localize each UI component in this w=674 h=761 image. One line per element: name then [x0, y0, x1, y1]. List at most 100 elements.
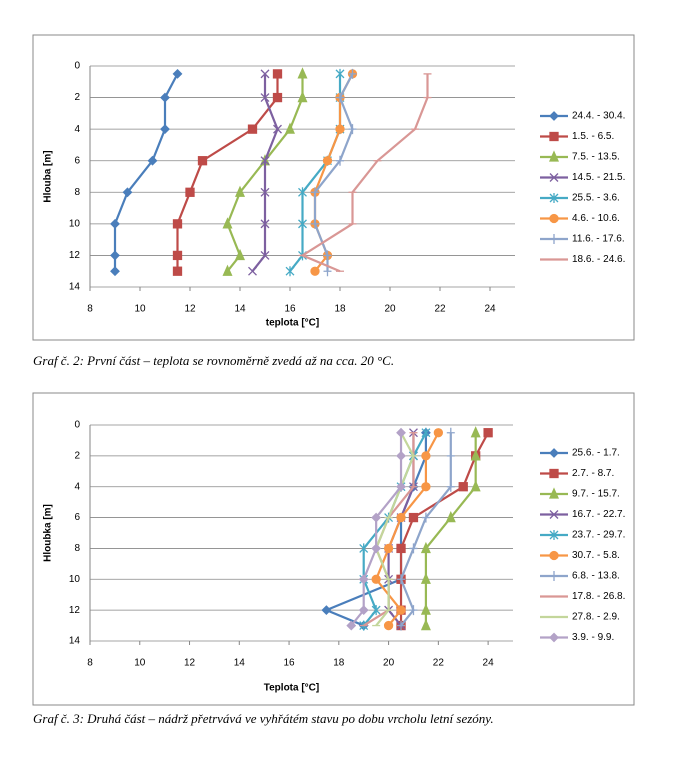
marker — [260, 250, 270, 260]
marker — [298, 218, 307, 229]
legend-label: 7.5. - 13.5. — [572, 152, 620, 163]
marker — [549, 510, 559, 519]
marker — [549, 111, 559, 121]
legend-label: 25.5. - 3.6. — [572, 193, 620, 204]
marker — [110, 266, 120, 277]
marker — [396, 450, 406, 461]
y-tick-label: 8 — [74, 543, 80, 554]
y-tick-label: 0 — [74, 61, 80, 72]
legend-label: 6.8. - 13.8. — [572, 571, 620, 582]
marker — [359, 543, 369, 554]
marker — [348, 124, 357, 135]
marker — [348, 68, 357, 79]
legend-label: 24.4. - 30.4. — [572, 111, 625, 122]
series-line — [313, 73, 354, 272]
series-line — [374, 432, 415, 627]
series-line — [362, 432, 427, 627]
x-tick-label: 18 — [334, 304, 346, 315]
marker — [421, 427, 431, 438]
marker — [197, 156, 208, 166]
marker — [310, 266, 320, 276]
y-tick-label: 2 — [74, 450, 80, 461]
marker — [272, 69, 283, 79]
marker — [549, 530, 559, 540]
x-tick-label: 14 — [234, 304, 246, 315]
marker — [549, 550, 559, 561]
caption: Graf č. 3: Druhá část – nádrž přetrvává … — [33, 711, 494, 726]
y-tick-label: 12 — [69, 605, 81, 616]
marker — [323, 250, 332, 261]
marker — [335, 68, 345, 79]
marker — [548, 150, 560, 162]
legend-label: 11.6. - 17.6. — [572, 234, 625, 245]
series-line — [251, 73, 279, 272]
series-line — [300, 73, 429, 273]
marker — [421, 512, 430, 523]
marker — [396, 512, 406, 523]
marker — [383, 620, 394, 631]
marker — [549, 213, 559, 224]
y-tick-label: 10 — [69, 574, 81, 585]
y-tick-label: 2 — [74, 92, 80, 103]
marker — [358, 605, 369, 616]
marker — [323, 266, 332, 277]
marker — [284, 122, 296, 134]
marker — [297, 67, 308, 79]
marker — [172, 266, 183, 276]
y-tick-label: 10 — [69, 218, 81, 229]
x-tick-label: 8 — [87, 658, 93, 669]
y-tick-label: 12 — [69, 250, 81, 261]
marker — [421, 451, 431, 461]
marker — [346, 620, 357, 631]
x-tick-label: 24 — [483, 658, 495, 669]
y-tick-label: 6 — [74, 512, 80, 523]
legend-label: 25.6. - 1.7. — [572, 448, 620, 459]
marker — [185, 187, 195, 197]
series-line — [176, 73, 279, 272]
marker — [409, 543, 418, 554]
legend-label: 1.5. - 6.5. — [572, 131, 614, 142]
y-axis-title: Hlouba [m] — [43, 150, 54, 202]
legend-label: 14.5. - 21.5. — [572, 172, 625, 183]
marker — [172, 250, 183, 261]
marker — [470, 449, 481, 461]
marker — [260, 219, 270, 229]
marker — [297, 90, 308, 103]
x-tick-label: 24 — [484, 304, 496, 315]
marker — [311, 218, 319, 229]
marker — [260, 156, 270, 166]
legend-label: 4.6. - 10.6. — [572, 213, 620, 224]
x-tick-label: 8 — [87, 304, 93, 315]
marker — [358, 574, 369, 585]
marker — [247, 124, 258, 134]
caption: Graf č. 2: První část – teplota se rovno… — [33, 353, 394, 368]
y-tick-label: 14 — [69, 636, 81, 647]
marker — [549, 632, 559, 643]
legend-label: 17.8. - 26.8. — [572, 591, 625, 602]
x-tick-label: 20 — [384, 304, 396, 315]
marker — [550, 234, 558, 244]
series-line — [399, 432, 452, 627]
x-tick-label: 18 — [333, 658, 345, 669]
x-tick-label: 10 — [134, 304, 146, 315]
legend-label: 30.7. - 5.8. — [572, 550, 620, 561]
marker — [260, 69, 270, 79]
marker — [248, 266, 257, 276]
marker — [446, 450, 455, 461]
series-line — [226, 73, 304, 272]
x-tick-label: 20 — [383, 658, 395, 669]
marker — [234, 185, 246, 197]
legend-label: 23.7. - 29.7. — [572, 530, 625, 541]
marker — [321, 605, 332, 616]
marker — [549, 131, 559, 142]
y-tick-label: 0 — [74, 420, 80, 431]
marker — [172, 219, 183, 229]
legend-label: 2.7. - 8.7. — [572, 468, 614, 479]
marker — [272, 92, 283, 103]
chart-frame — [32, 34, 635, 341]
series-line — [113, 73, 179, 272]
marker — [550, 571, 558, 581]
legend-label: 16.7. - 22.7. — [572, 509, 625, 520]
marker — [311, 187, 319, 198]
series-line — [313, 73, 354, 272]
